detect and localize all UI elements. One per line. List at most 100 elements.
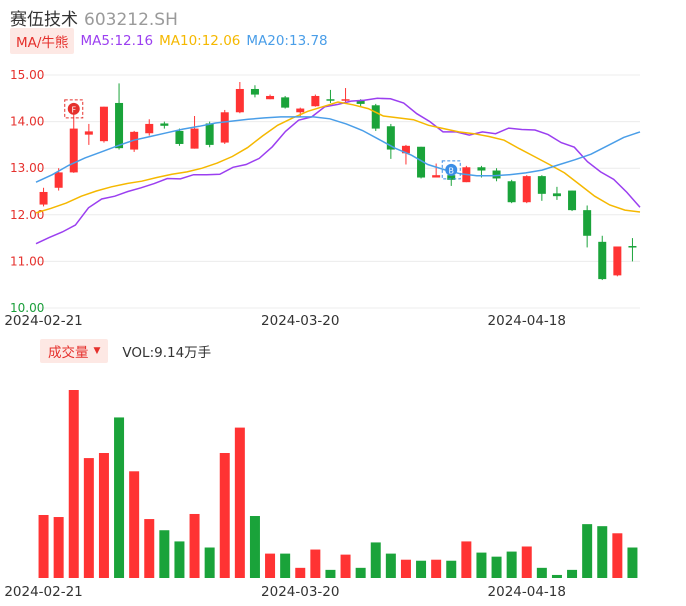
volume-bar	[536, 567, 547, 578]
candle-body	[628, 246, 637, 248]
candle-body	[160, 123, 169, 126]
volume-bar	[461, 541, 472, 578]
x-tick-label: 2024-03-20	[261, 584, 339, 600]
volume-bar	[98, 453, 109, 578]
volume-toggle-label: 成交量	[48, 345, 89, 361]
candle-body	[386, 126, 395, 150]
candle-body	[583, 210, 592, 236]
candle-body	[447, 175, 456, 180]
ma10-label: MA10:12.06	[159, 33, 241, 49]
x-tick-label: 2024-04-18	[488, 584, 566, 600]
marker-frame	[441, 160, 461, 180]
ma20-label: MA20:13.78	[246, 33, 328, 49]
volume-bar	[249, 516, 260, 578]
candle-body	[175, 130, 184, 144]
signal-marker: B	[441, 160, 461, 180]
y-tick-label: 15.00	[10, 68, 44, 82]
volume-bar	[612, 533, 623, 578]
volume-bar	[114, 417, 125, 578]
volume-bar	[627, 547, 638, 578]
marker-frame	[64, 99, 84, 119]
candle-body	[235, 88, 244, 113]
candle-body	[552, 193, 561, 197]
volume-bar	[68, 390, 79, 578]
volume-bar	[506, 551, 517, 578]
x-tick-label: 2024-02-21	[4, 584, 82, 600]
volume-bar	[582, 524, 593, 578]
candle-body	[356, 100, 365, 104]
volume-bar	[129, 471, 140, 578]
volume-bar	[295, 567, 306, 578]
volume-bar	[189, 513, 200, 578]
candle-body	[492, 170, 501, 179]
candle-body	[311, 95, 320, 107]
candle-body	[371, 105, 380, 129]
candle-body	[477, 167, 486, 171]
volume-bar	[355, 567, 366, 578]
stock-title: 赛伍技术 603212.SH	[10, 5, 178, 30]
volume-toggle-button[interactable]: 成交量 ▼	[40, 339, 109, 363]
candle-body	[39, 191, 48, 205]
stock-code: 603212.SH	[84, 10, 178, 30]
candle-body	[266, 95, 275, 100]
volume-bar	[597, 526, 608, 578]
marker-label: F	[71, 105, 76, 114]
candle-body	[326, 99, 335, 101]
volume-bar	[174, 541, 185, 578]
volume-bar	[83, 458, 94, 578]
candle-body	[54, 172, 63, 188]
volume-bar	[416, 560, 427, 578]
candle-body	[507, 181, 516, 203]
volume-bar	[521, 546, 532, 578]
ma10-line	[35, 101, 641, 214]
candle-body	[281, 97, 290, 108]
volume-bar	[219, 453, 230, 578]
candle-body	[522, 176, 531, 203]
candle-body	[69, 128, 78, 173]
volume-bar	[144, 519, 155, 578]
volume-bar	[340, 554, 351, 578]
candle-body	[84, 131, 93, 135]
x-tick-label: 2024-04-18	[488, 313, 566, 329]
volume-bar	[310, 549, 321, 578]
stock-name: 赛伍技术	[10, 10, 78, 30]
candle-body	[613, 246, 622, 276]
candle-body	[401, 145, 410, 154]
volume-bar	[446, 560, 457, 578]
y-tick-label: 10.00	[10, 301, 44, 315]
ma-toggle-button[interactable]: MA/牛熊	[10, 28, 75, 54]
candle-body	[296, 108, 305, 113]
caret-down-icon: ▼	[93, 346, 101, 356]
candle-body	[598, 241, 607, 280]
candle-body	[341, 99, 350, 101]
marker-dot	[445, 163, 458, 176]
ma20-line	[35, 116, 641, 183]
signal-marker: F	[64, 99, 84, 119]
candle-body	[220, 112, 229, 143]
volume-legend: 成交量 ▼ VOL:9.14万手	[40, 339, 211, 363]
volume-bar	[431, 559, 442, 578]
volume-bar	[234, 427, 245, 578]
volume-bar	[280, 553, 291, 578]
candle-body	[568, 190, 577, 211]
volume-bar	[370, 542, 381, 578]
volume-bar	[567, 569, 578, 578]
volume-bar	[491, 556, 502, 578]
candle-body	[250, 88, 259, 95]
volume-bar	[325, 569, 336, 578]
ma5-line	[35, 97, 641, 245]
volume-bar	[159, 530, 170, 578]
candle-body	[145, 123, 154, 134]
y-tick-label: 14.00	[10, 115, 44, 129]
candle-body	[99, 106, 108, 142]
volume-bar	[204, 547, 215, 578]
y-tick-label: 12.00	[10, 208, 44, 222]
volume-bar	[551, 574, 562, 578]
candle-body	[190, 128, 199, 149]
volume-bar	[400, 559, 411, 578]
volume-bar	[476, 552, 487, 578]
x-tick-label: 2024-03-20	[261, 313, 339, 329]
x-tick-label: 2024-02-21	[4, 313, 82, 329]
volume-bar	[38, 514, 49, 578]
